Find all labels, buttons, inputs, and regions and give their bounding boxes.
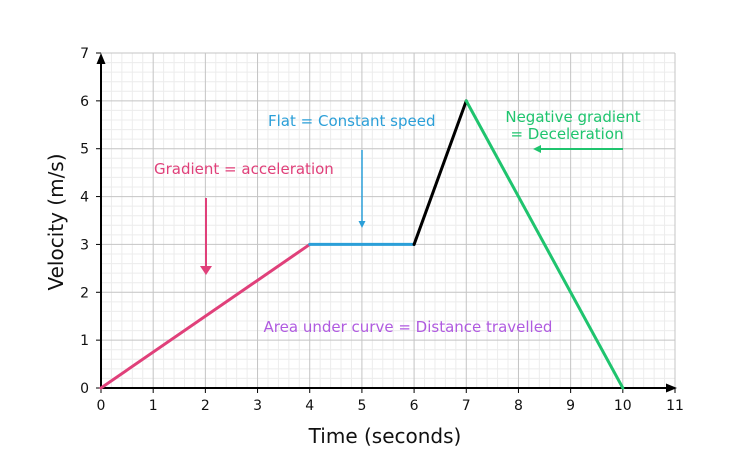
x-axis-arrow <box>666 383 677 393</box>
y-tick-label: 6 <box>80 94 89 110</box>
x-tick-label: 1 <box>149 398 158 414</box>
x-tick-label: 5 <box>357 398 366 414</box>
annotation-area-under-curve: Area under curve = Distance travelled <box>264 318 553 336</box>
major-grid <box>101 52 676 388</box>
annotations: Gradient = acceleration Flat = Constant … <box>154 108 641 336</box>
annotation-acceleration: Gradient = acceleration <box>154 160 334 178</box>
x-tick-label: 6 <box>410 398 419 414</box>
y-tick-label: 1 <box>80 333 89 349</box>
x-tick-label: 3 <box>253 398 262 414</box>
y-tick-label: 0 <box>80 381 89 397</box>
x-ticks: 0 1 2 3 4 5 6 7 8 9 10 11 <box>97 388 684 414</box>
x-tick-label: 8 <box>514 398 523 414</box>
x-tick-label: 11 <box>666 398 684 414</box>
y-tick-label: 4 <box>80 190 89 206</box>
series-line-3 <box>464 99 625 390</box>
annotation-negative-gradient: Negative gradient <box>505 108 640 126</box>
x-tick-label: 7 <box>462 398 471 414</box>
x-tick-label: 2 <box>201 398 210 414</box>
x-tick-label: 4 <box>305 398 314 414</box>
y-axis-title: Velocity (m/s) <box>44 153 68 290</box>
x-tick-label: 0 <box>97 398 106 414</box>
constant-speed-arrow <box>358 150 366 228</box>
x-axis-title: Time (seconds) <box>308 424 462 448</box>
annotation-constant-speed: Flat = Constant speed <box>268 112 436 130</box>
x-tick-label: 9 <box>566 398 575 414</box>
y-axis-arrow <box>96 53 106 64</box>
series-layer <box>99 99 625 390</box>
annotation-arrows <box>200 145 623 275</box>
axes <box>96 53 677 393</box>
y-ticks: 0 1 2 3 4 5 6 7 <box>80 46 101 397</box>
x-tick-label: 10 <box>614 398 632 414</box>
series-line-0 <box>99 242 312 390</box>
y-tick-label: 5 <box>80 142 89 158</box>
annotation-deceleration: = Deceleration <box>510 125 623 143</box>
deceleration-arrow <box>533 145 623 153</box>
y-tick-label: 2 <box>80 285 89 301</box>
y-tick-label: 7 <box>80 46 89 62</box>
acceleration-arrow <box>200 198 212 275</box>
y-tick-label: 3 <box>80 237 89 253</box>
series-line-2 <box>412 99 468 246</box>
minor-grid <box>101 53 675 388</box>
